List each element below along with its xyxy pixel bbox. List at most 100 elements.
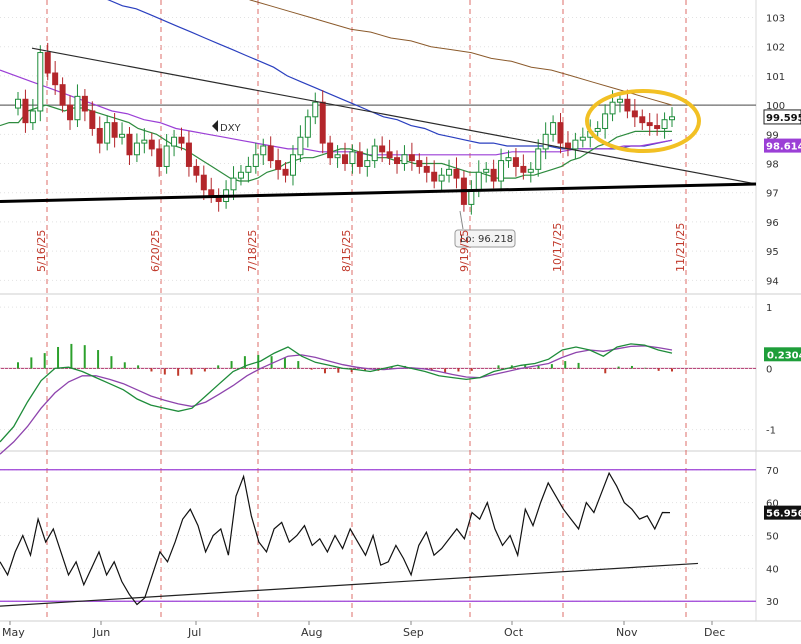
candle-body: [156, 148, 163, 167]
date-marker-label: 6/20/25: [149, 230, 162, 272]
candle-body: [252, 154, 259, 167]
candle-body: [423, 165, 430, 173]
candle-body: [438, 174, 445, 182]
month-label: Dec: [704, 626, 725, 639]
candle-body: [371, 145, 378, 162]
candle-body: [453, 168, 460, 179]
rsi-axis-tick: 30: [766, 597, 779, 608]
lower-support-trendline: [0, 182, 757, 203]
price-axis-tick: 96: [766, 218, 779, 229]
candle-body: [319, 101, 326, 144]
candle-body: [304, 116, 311, 138]
candle-body: [133, 142, 140, 156]
candle-body: [408, 154, 415, 162]
low-annotation-pointer: [459, 210, 464, 230]
candle-body: [81, 95, 88, 112]
candle-body: [386, 151, 393, 159]
candle-body: [327, 142, 334, 159]
date-marker-label: 7/18/25: [246, 230, 259, 272]
candle-body: [260, 145, 267, 156]
month-label: May: [2, 626, 25, 639]
candle-body: [505, 157, 512, 162]
candle-body: [52, 72, 59, 86]
candle-body: [171, 136, 178, 147]
candle-body: [609, 101, 616, 115]
upper-trendline: [31, 47, 757, 185]
price-axis-tick: 99: [766, 130, 779, 141]
candle-body: [431, 171, 438, 182]
rsi-value-badge: [764, 505, 801, 520]
price-axis-tick: 95: [766, 247, 779, 258]
candle-body: [89, 110, 96, 129]
ma-fast-line: [0, 104, 672, 182]
month-label: Jul: [187, 626, 201, 639]
candle-body: [96, 127, 103, 144]
macd-axis-tick: -1: [766, 426, 776, 437]
candle-body: [394, 157, 401, 165]
macd-last-value: 0.2304: [767, 350, 801, 361]
low-annotation-text: Lo: 96.218: [460, 234, 513, 245]
candle-body: [334, 154, 341, 159]
low-annotation-box: [454, 229, 516, 248]
candle-body: [416, 160, 423, 167]
candle-body: [104, 122, 111, 144]
rsi-line: [0, 471, 671, 606]
date-marker-label: 8/15/25: [340, 230, 353, 272]
candle-body: [193, 165, 200, 176]
candle-body: [498, 160, 505, 182]
candle-body: [74, 95, 81, 121]
candle-body: [200, 174, 207, 191]
price-axis-tick: 94: [766, 276, 779, 287]
candle-body: [356, 151, 363, 167]
month-label: Oct: [504, 626, 524, 639]
candle-body: [646, 122, 653, 127]
candle-body: [185, 142, 192, 167]
price-axis-tick: 100: [766, 101, 785, 112]
month-label: Aug: [301, 626, 322, 639]
macd-axis-tick: 1: [766, 303, 772, 314]
rsi-axis-tick: 70: [766, 466, 779, 477]
ma-value-badge: [764, 138, 801, 153]
rsi-last-value: 56.956: [766, 509, 801, 520]
candle-body: [22, 98, 29, 124]
candle-body: [312, 101, 319, 118]
candle-body: [37, 52, 44, 112]
last-price-value: 99.595: [766, 113, 801, 124]
ma-long-line: [249, 0, 673, 106]
month-label: Jun: [92, 626, 110, 639]
price-axis-tick: 101: [766, 72, 785, 83]
candle-body: [44, 52, 51, 74]
ma-value: 98.614: [766, 142, 801, 153]
candle-body: [163, 145, 170, 167]
symbol-label: DXY: [220, 123, 242, 134]
candle-body: [59, 84, 66, 106]
rsi-axis-tick: 40: [766, 564, 779, 575]
macd-signal-line: [0, 345, 673, 455]
ma-mid-line: [0, 69, 673, 156]
candle-body: [237, 171, 244, 179]
price-panel: DXY Lo: 96.218 5/16/25 6/20/25 7/18/25 8/15/2…: [0, 0, 801, 287]
candle-body: [15, 98, 21, 109]
macd-line: [0, 343, 673, 443]
highlight-ellipse: [585, 89, 701, 153]
candle-body: [67, 104, 74, 121]
candle-body: [624, 98, 631, 112]
macd-panel: 1 0 -1 0.2304: [0, 303, 801, 455]
price-axis-tick: 103: [766, 14, 785, 25]
candle-body: [230, 177, 237, 191]
candle-body: [141, 139, 148, 144]
candle-body: [639, 116, 646, 124]
candle-body: [208, 189, 215, 197]
candle-body: [126, 133, 133, 156]
date-marker-label: 10/17/25: [551, 223, 564, 272]
candle-body: [557, 122, 564, 144]
candle-body: [297, 136, 304, 156]
candle-body: [535, 148, 542, 170]
candle-body: [527, 168, 534, 173]
month-label: Nov: [616, 626, 638, 639]
candle-body: [512, 157, 519, 167]
candle-body: [550, 122, 557, 135]
date-marker-label: 9/19/25: [458, 230, 471, 272]
price-axis-tick: 98: [766, 160, 779, 171]
